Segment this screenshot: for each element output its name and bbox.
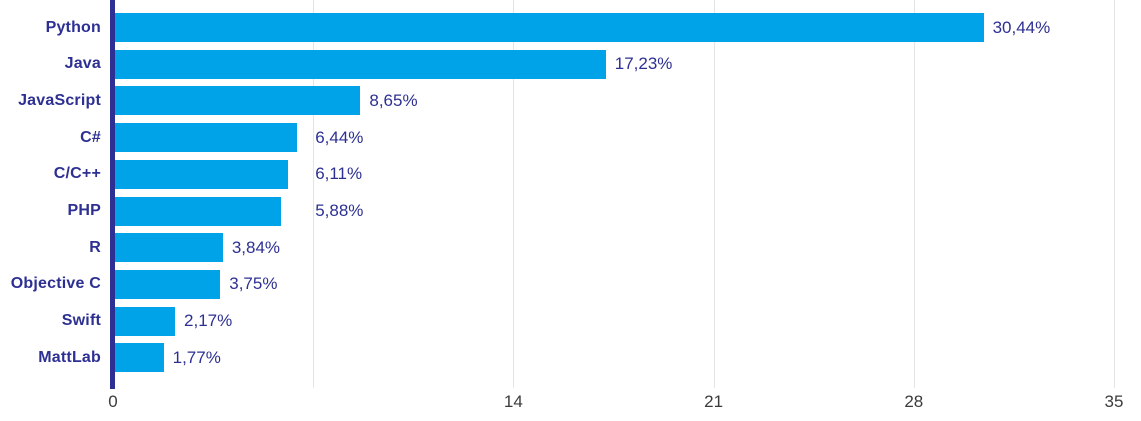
value-label: 30,44% (992, 17, 1051, 37)
y-axis-line (110, 0, 115, 389)
bar (113, 49, 606, 79)
bar (113, 233, 223, 263)
category-label: Python (45, 18, 101, 36)
x-tick-label: 28 (904, 392, 924, 411)
gridline (1114, 0, 1115, 388)
bar (113, 196, 282, 226)
category-label: PHP (67, 202, 101, 219)
category-label: Swift (61, 312, 101, 330)
value-label: 5,88% (315, 201, 364, 220)
gridline (313, 0, 315, 388)
gridline (513, 0, 515, 388)
bar (113, 123, 298, 153)
value-label: 2,17% (184, 311, 233, 331)
x-tick-label: 35 (1104, 392, 1124, 411)
value-label: 1,77% (172, 347, 221, 367)
value-label: 8,65% (369, 90, 418, 110)
bar (113, 13, 984, 42)
bar (113, 343, 164, 373)
value-label: 6,44% (315, 127, 364, 147)
value-label: 6,11% (315, 164, 363, 184)
category-label: JavaScript (18, 91, 101, 109)
category-label: MattLab (38, 348, 101, 366)
x-tick-label: 21 (704, 392, 724, 411)
value-label: 17,23% (614, 54, 673, 74)
bar (113, 306, 176, 336)
value-label: 3,75% (229, 274, 278, 294)
category-label: R (89, 238, 101, 256)
category-label: Java (64, 55, 101, 73)
gridline (713, 0, 715, 388)
category-label: C/C++ (53, 165, 101, 183)
bar (113, 86, 361, 116)
x-tick-label: 0 (108, 392, 118, 411)
category-label: Objective C (10, 275, 101, 293)
bar (113, 269, 221, 299)
category-label: C# (80, 128, 101, 146)
x-tick-label: 14 (503, 392, 523, 411)
bar (113, 159, 288, 189)
value-label: 3,84% (231, 237, 281, 257)
gridline (913, 0, 915, 388)
